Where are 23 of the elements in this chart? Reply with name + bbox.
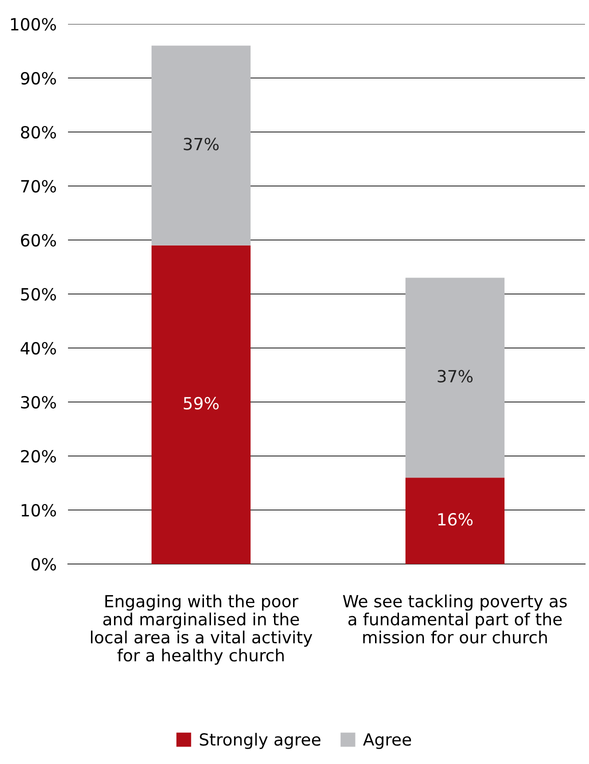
y-tick-label: 40% (20, 342, 56, 355)
x-tick-label: Engaging with the poor and marginalised in the local area is a vital activity for a healthy church (90, 594, 312, 665)
legend-label: Agree (363, 733, 412, 749)
data-label: 59% (184, 396, 219, 410)
y-tick-label: 60% (21, 234, 56, 247)
data-label: 16% (438, 513, 473, 526)
legend-label: Strongly agree (200, 732, 320, 749)
y-tick-label: 0% (32, 558, 56, 571)
bar (152, 46, 251, 246)
data-label: 37% (438, 370, 473, 383)
bar (152, 245, 251, 564)
y-tick-label: 80% (20, 126, 56, 139)
y-tick-label: 50% (21, 288, 56, 301)
bar (405, 478, 505, 564)
y-tick-label: 10% (22, 504, 56, 517)
y-tick-label: 30% (21, 396, 56, 409)
bar (405, 278, 505, 478)
y-tick-label: 70% (21, 180, 56, 193)
y-tick-label: 100% (11, 18, 56, 31)
y-tick-label: 90% (20, 72, 56, 85)
data-label: 37% (184, 138, 219, 150)
y-tick-label: 20% (21, 450, 56, 463)
x-tick-label: We see tackling poverty as a fundamental part of the mission for our church (342, 594, 567, 644)
